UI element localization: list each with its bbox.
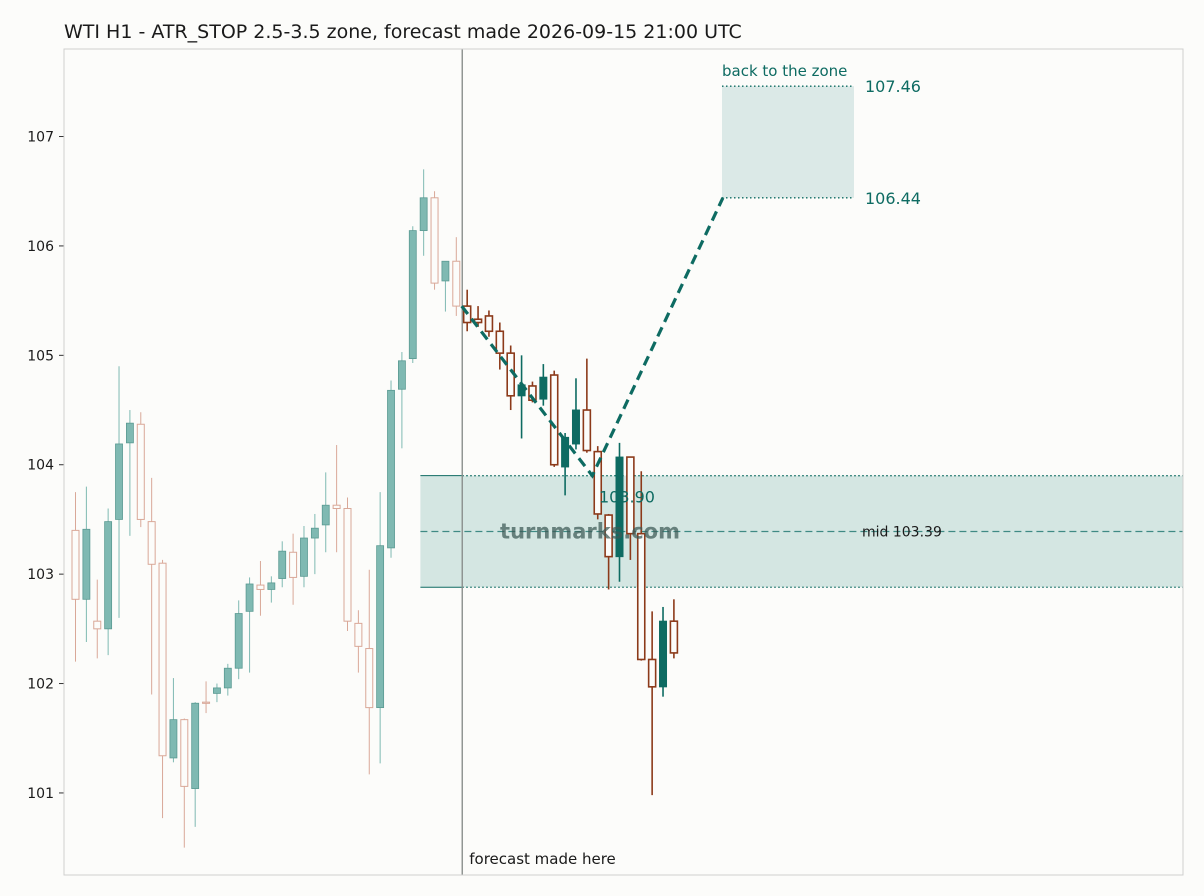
history-candle [126,422,134,444]
actual-candle [495,330,505,354]
y-tick-label: 101 [27,786,54,802]
history-candle [169,719,178,759]
candle-layer [71,169,679,848]
target-low-label: 106.44 [865,189,921,208]
history-candle [441,260,450,282]
history-candle [365,648,374,709]
target-high-label: 107.46 [865,77,921,96]
history-candle [158,562,167,757]
actual-candle [615,456,624,558]
forecast-path [460,197,725,479]
actual-candle [561,436,570,468]
actual-candle [647,658,657,688]
history-candle [147,521,156,565]
history-candle [343,507,352,622]
history-candle [310,527,319,539]
history-candle [223,667,232,689]
actual-candle [582,409,592,452]
history-candle [408,230,417,360]
overlay-layer: turnmarks.com 103.90 mid 103.39 107.46 106.4… [460,62,942,868]
actual-candle [539,376,548,400]
actual-candle [549,374,559,466]
history-candle [430,197,439,284]
history-candle [300,537,308,577]
chart-title: WTI H1 - ATR_STOP 2.5-3.5 zone, forecast… [64,21,742,43]
y-tick-label: 104 [27,458,54,474]
actual-candle [593,450,603,515]
history-candle [136,423,145,520]
y-tick-label: 105 [27,348,54,364]
history-candle [278,550,287,579]
actual-candle [626,456,635,535]
history-candle [71,529,80,600]
target-box [722,86,854,198]
actual-candle [571,409,580,445]
y-tick-label: 102 [27,677,54,693]
y-tick-label: 106 [27,239,54,255]
history-candle [397,360,406,390]
history-candle [332,504,341,509]
history-candle [202,701,211,704]
history-candle [104,521,113,630]
forecast-made-label: forecast made here [469,850,616,868]
y-tick-label: 103 [27,567,54,583]
plot-frame [63,48,1184,876]
history-candle [93,620,102,630]
actual-candle [636,532,646,661]
zone-entry-label: 103.90 [599,488,655,507]
actual-candle [659,620,668,688]
history-candle [354,622,363,647]
history-candle [115,443,123,520]
history-candle [191,702,200,789]
history-candle [245,583,254,612]
history-candle [234,613,243,669]
history-candle [289,551,298,578]
history-candle [180,719,189,787]
target-label: back to the zone [722,62,847,80]
actual-candle [484,315,494,333]
history-candle [267,582,276,590]
history-candle [376,545,385,709]
history-candle [452,260,461,307]
background-layer [420,49,1183,875]
history-candle [256,584,265,590]
history-candle [387,389,395,549]
history-candle [213,687,221,694]
history-candle [321,504,330,526]
actual-candle [669,620,679,654]
history-candle [419,197,428,232]
zone-mid-label: mid 103.39 [862,524,942,540]
y-tick-label: 107 [27,130,54,146]
watermark: turnmarks.com [500,519,680,543]
y-axis: 101 102 103 104 105 106 107 [27,130,64,802]
actual-candle [604,514,613,558]
history-candle [82,528,91,600]
